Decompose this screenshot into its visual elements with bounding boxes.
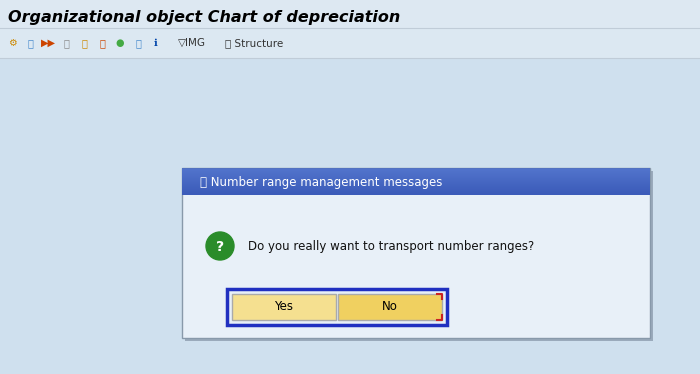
FancyBboxPatch shape	[182, 173, 650, 175]
Circle shape	[206, 232, 234, 260]
Text: 🔒: 🔒	[81, 38, 87, 48]
FancyBboxPatch shape	[182, 174, 650, 175]
Text: Yes: Yes	[274, 300, 293, 313]
Text: 🌲 Structure: 🌲 Structure	[225, 38, 284, 48]
FancyBboxPatch shape	[182, 184, 650, 185]
FancyBboxPatch shape	[182, 171, 650, 172]
FancyBboxPatch shape	[182, 186, 650, 188]
Text: 📋: 📋	[135, 38, 141, 48]
Text: ●: ●	[116, 38, 125, 48]
FancyBboxPatch shape	[338, 294, 442, 320]
FancyBboxPatch shape	[182, 171, 650, 173]
FancyBboxPatch shape	[182, 170, 650, 171]
FancyBboxPatch shape	[182, 178, 650, 179]
FancyBboxPatch shape	[182, 176, 650, 177]
FancyBboxPatch shape	[185, 171, 653, 341]
FancyBboxPatch shape	[182, 190, 650, 192]
FancyBboxPatch shape	[0, 28, 700, 58]
FancyBboxPatch shape	[182, 189, 650, 190]
Text: ▶▶: ▶▶	[41, 38, 55, 48]
FancyBboxPatch shape	[232, 294, 336, 320]
FancyBboxPatch shape	[182, 191, 650, 193]
FancyBboxPatch shape	[182, 168, 650, 338]
FancyBboxPatch shape	[182, 181, 650, 183]
Text: ℹ: ℹ	[154, 38, 158, 48]
FancyBboxPatch shape	[182, 183, 650, 184]
FancyBboxPatch shape	[182, 184, 650, 186]
FancyBboxPatch shape	[182, 188, 650, 189]
FancyBboxPatch shape	[182, 169, 650, 170]
FancyBboxPatch shape	[182, 186, 650, 187]
FancyBboxPatch shape	[182, 187, 650, 188]
Text: ?: ?	[216, 239, 224, 254]
FancyBboxPatch shape	[182, 172, 650, 174]
FancyBboxPatch shape	[182, 178, 650, 180]
FancyBboxPatch shape	[182, 193, 650, 194]
FancyBboxPatch shape	[182, 190, 650, 191]
FancyBboxPatch shape	[182, 179, 650, 181]
Text: Do you really want to transport number ranges?: Do you really want to transport number r…	[248, 239, 534, 252]
FancyBboxPatch shape	[0, 0, 700, 28]
FancyBboxPatch shape	[182, 180, 650, 181]
Text: 📄: 📄	[27, 38, 33, 48]
Text: No: No	[382, 300, 398, 313]
FancyBboxPatch shape	[182, 182, 650, 183]
Text: Organizational object Chart of depreciation: Organizational object Chart of depreciat…	[8, 9, 400, 25]
FancyBboxPatch shape	[182, 175, 650, 176]
Text: ▽IMG: ▽IMG	[178, 38, 206, 48]
FancyBboxPatch shape	[182, 168, 650, 169]
FancyBboxPatch shape	[182, 192, 650, 194]
Text: ⚙: ⚙	[8, 38, 16, 48]
Text: ⎗ Number range management messages: ⎗ Number range management messages	[200, 175, 442, 188]
Text: 🚌: 🚌	[99, 38, 105, 48]
FancyBboxPatch shape	[0, 58, 700, 374]
FancyBboxPatch shape	[182, 177, 650, 178]
Text: 🗑: 🗑	[63, 38, 69, 48]
FancyBboxPatch shape	[182, 168, 650, 169]
